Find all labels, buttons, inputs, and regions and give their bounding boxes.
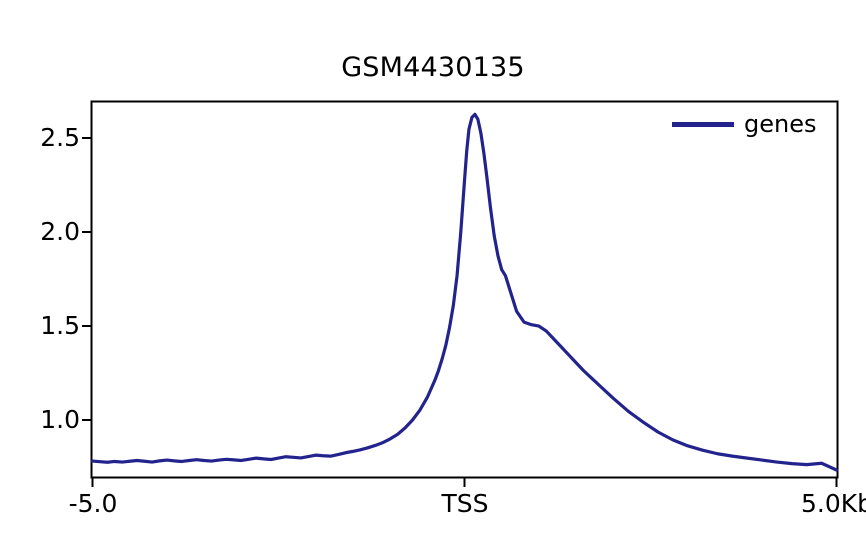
- y-axis-tick-labels: 2.5 2.0 1.5 1.0: [0, 0, 80, 551]
- y-tick-label-2-0: 2.0: [40, 217, 80, 246]
- page-title: GSM4430135: [341, 52, 525, 83]
- y-tick-label-1-5: 1.5: [40, 311, 80, 340]
- x-tick-label-left: -5.0: [68, 489, 118, 518]
- y-tick-label-1-0: 1.0: [40, 405, 80, 434]
- x-tick-label-tss: TSS: [441, 489, 489, 518]
- data-line-genes: [90, 112, 839, 472]
- legend-label-genes: genes: [744, 110, 817, 138]
- legend-swatch-genes: [672, 121, 734, 127]
- x-axis-ticks: [91, 478, 838, 487]
- axes-frame: [90, 100, 839, 479]
- y-tick-label-2-5: 2.5: [40, 123, 80, 152]
- x-tick-label-right: 5.0Kb: [800, 489, 866, 518]
- chart-legend: genes: [672, 112, 816, 136]
- y-axis-ticks: [82, 137, 91, 421]
